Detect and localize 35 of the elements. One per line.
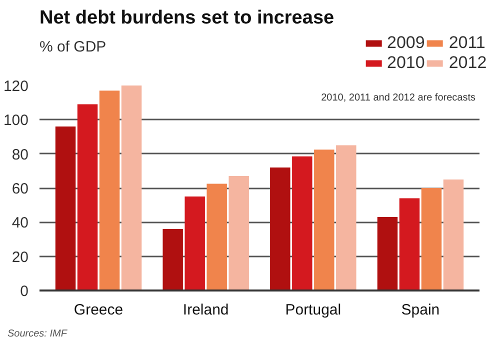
chart-title: Net debt burdens set to increase [40,8,334,28]
bar [336,145,356,290]
bar [399,198,420,290]
bar [377,217,398,290]
legend-label: 2009 [387,33,425,53]
legend-label: 2011 [448,33,486,53]
y-tick-label: 40 [12,214,29,232]
bar [162,229,183,290]
source-note: Sources: IMF [8,328,68,340]
x-tick-label: Ireland [182,302,229,318]
bar [99,90,120,290]
bar [270,168,290,290]
bar [292,156,312,290]
bar [421,188,442,290]
y-tick-label: 60 [12,180,29,198]
y-tick-label: 0 [20,283,28,300]
annotation: 2010, 2011 and 2012 are forecasts [321,92,476,104]
bar [184,196,205,290]
bar [228,176,249,290]
bar [206,184,227,290]
x-tick-label: Portugal [285,302,342,318]
y-axis-title: % of GDP [40,38,106,56]
x-tick-label: Spain [401,302,440,318]
bar [314,150,334,290]
legend-label: 2010 [387,53,425,73]
legend-label: 2012 [448,53,487,73]
y-tick-label: 100 [3,112,29,130]
bar [77,104,98,290]
bar [121,86,142,290]
y-tick-label: 80 [12,146,29,164]
bar [443,179,464,290]
bar [55,126,76,290]
y-tick-label: 120 [3,78,29,95]
y-tick-label: 20 [12,248,29,266]
x-tick-label: Greece [74,302,124,318]
